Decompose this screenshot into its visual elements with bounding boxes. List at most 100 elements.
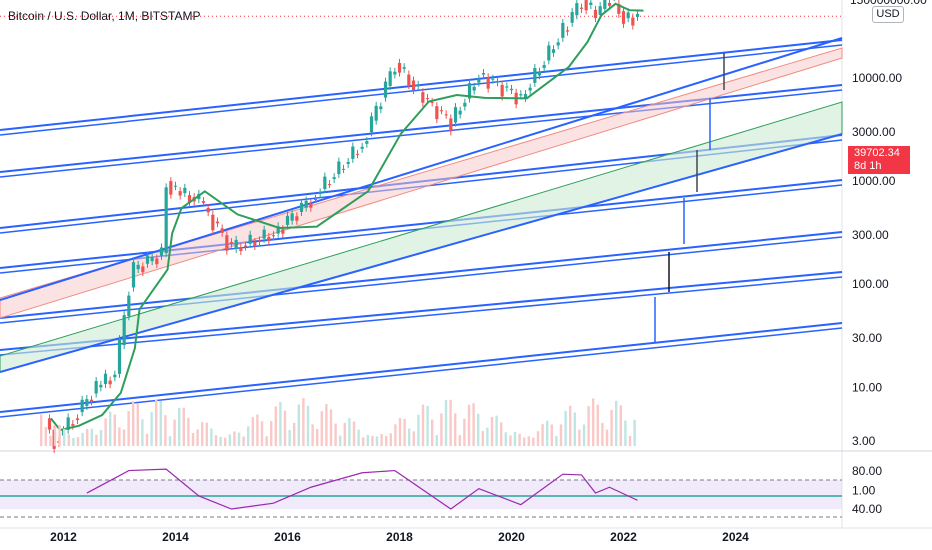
regression-channel-line[interactable] <box>0 322 843 413</box>
moving-average-line <box>50 2 644 432</box>
price-tick-label: 3000.00 <box>852 125 896 139</box>
trend-line-lower[interactable] <box>0 133 843 373</box>
candle-body <box>537 71 542 76</box>
volume-bar <box>389 433 392 446</box>
volume-bar <box>582 424 586 446</box>
volume-bar <box>435 434 438 446</box>
regression-channel-line-inner[interactable] <box>0 44 843 136</box>
bar-countdown: 8d 1h <box>854 160 882 172</box>
price-tick-label: 10.00 <box>852 380 882 394</box>
candle-body <box>617 4 621 14</box>
candle-body <box>113 374 117 378</box>
trend-line-upper[interactable] <box>0 37 843 301</box>
candle-body <box>66 417 70 430</box>
candle-body <box>505 86 509 88</box>
candle-body <box>631 17 635 26</box>
candle-body <box>75 418 80 421</box>
volume-bar <box>196 429 199 446</box>
volume-bar <box>380 434 383 446</box>
volume-bar <box>164 415 167 446</box>
regression-channel-line[interactable] <box>0 271 843 351</box>
candle-body <box>164 187 168 254</box>
candle-body <box>131 262 136 288</box>
volume-bar <box>573 412 576 446</box>
candle-body <box>570 12 574 23</box>
regression-channel-line[interactable] <box>0 231 843 319</box>
volume-bar <box>564 410 567 446</box>
volume-bar <box>334 423 337 446</box>
candle-body <box>117 339 122 374</box>
candle-body <box>383 81 388 98</box>
volume-bar <box>214 435 218 446</box>
candle-body <box>243 245 248 247</box>
volume-bar <box>67 434 70 446</box>
candle-body <box>318 192 322 195</box>
volume-bar <box>592 398 595 446</box>
volume-bar <box>619 405 622 446</box>
candle-body <box>290 213 294 221</box>
candle-body <box>341 168 346 170</box>
volume-bar <box>357 429 360 446</box>
volume-bar <box>270 421 273 446</box>
volume-bar <box>490 416 494 446</box>
candle-body <box>402 67 406 69</box>
candle-body <box>491 78 495 80</box>
volume-bar <box>371 435 374 446</box>
support-green-band[interactable] <box>0 101 843 373</box>
upper-red-band[interactable] <box>0 47 843 319</box>
volume-bar <box>366 434 369 446</box>
candle-body <box>435 106 439 120</box>
candle-body <box>388 71 392 87</box>
volume-bar <box>486 427 489 446</box>
candle-body <box>183 187 187 194</box>
regression-channel-line-inner[interactable] <box>0 89 843 178</box>
volume-bar <box>155 399 158 446</box>
volume-bar <box>375 436 379 446</box>
candle-body <box>108 380 112 385</box>
volume-bar <box>348 418 351 446</box>
volume-bar <box>458 435 461 446</box>
candle-body <box>481 72 486 75</box>
price-tick-label: 300.00 <box>852 228 889 242</box>
price-tick-label: 100.00 <box>852 277 889 291</box>
volume-bar <box>178 407 181 446</box>
volume-bar <box>587 406 590 446</box>
volume-bar <box>279 401 282 446</box>
candle-body <box>304 200 308 208</box>
volume-bar <box>518 433 521 446</box>
candle-body <box>71 424 75 426</box>
candle-body <box>449 118 453 132</box>
volume-bar <box>352 421 356 446</box>
currency-button[interactable]: USD <box>872 6 904 23</box>
candle-body <box>229 242 234 244</box>
volume-bar <box>306 405 310 446</box>
candle-body <box>295 216 299 221</box>
candle-body <box>169 181 173 195</box>
volume-bar <box>467 404 471 446</box>
volume-bar <box>527 436 530 446</box>
candle-body <box>444 114 448 116</box>
candle-body <box>127 295 131 317</box>
time-tick-label: 2022 <box>610 530 637 544</box>
candle-body <box>593 9 598 19</box>
time-tick-label: 2020 <box>498 530 525 544</box>
volume-bar <box>168 436 172 446</box>
volume-bar <box>53 426 57 446</box>
volume-bar <box>417 414 420 446</box>
volume-bar <box>403 418 406 446</box>
candle-body <box>178 191 182 196</box>
volume-bar <box>605 429 609 446</box>
candle-body <box>94 381 98 394</box>
candle-body <box>542 65 546 68</box>
volume-bar <box>99 430 103 446</box>
regression-channel-line-inner[interactable] <box>0 276 843 356</box>
candle-body <box>253 242 257 246</box>
regression-channel-line-inner[interactable] <box>0 327 843 418</box>
volume-bar <box>426 405 429 446</box>
volume-bar <box>481 431 484 446</box>
regression-channel-line[interactable] <box>0 39 843 131</box>
regression-channel-line[interactable] <box>0 179 843 269</box>
candle-body <box>248 234 252 244</box>
candle-body <box>579 7 584 9</box>
